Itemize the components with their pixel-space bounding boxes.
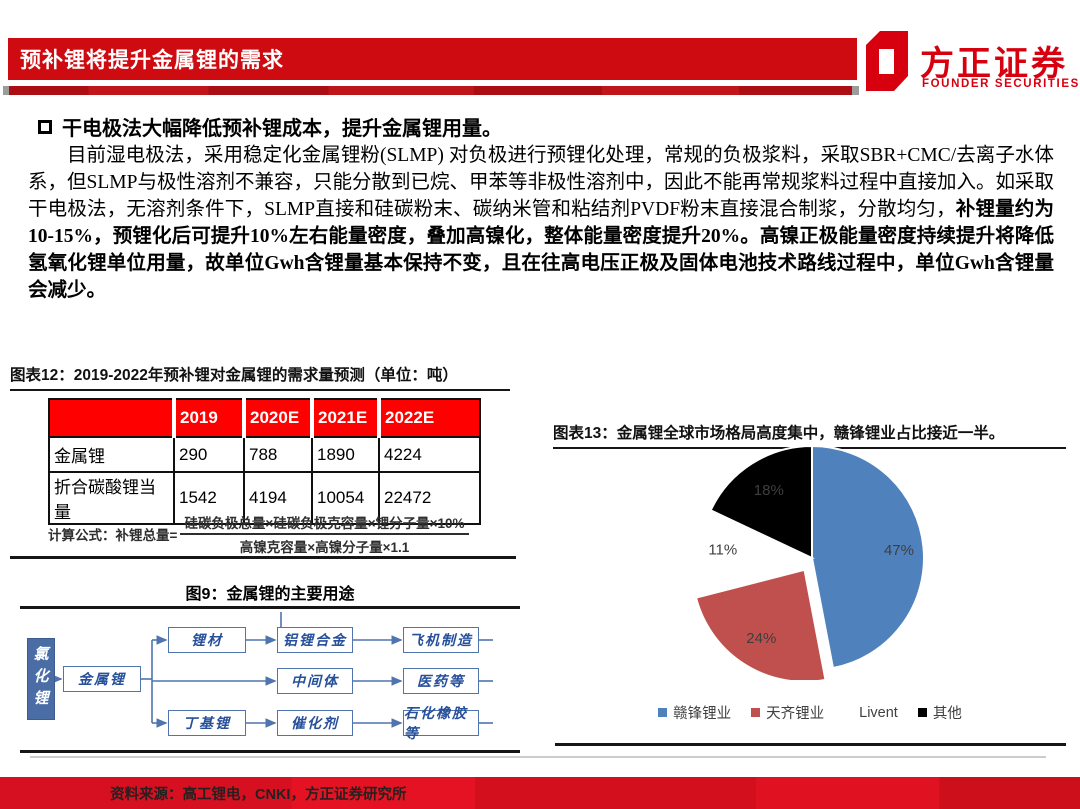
logo-cn-text: 方正证券 <box>920 45 1068 83</box>
row-label: 金属锂 <box>48 436 175 473</box>
paragraph-normal-text: 目前湿电极法，采用稳定化金属锂粉(SLMP) 对负极进行预锂化处理，常规的负极浆… <box>28 145 1054 220</box>
figure9-bottom-rule <box>20 750 520 753</box>
table-header-2019: 2019 <box>172 398 245 438</box>
formula-numerator: 硅碳负极总量×硅碳负极克容量×锂分子量×10% <box>180 512 469 535</box>
page-title: 预补锂将提升金属锂的需求 <box>20 49 284 72</box>
cell: 22472 <box>378 471 481 525</box>
table-header-2020e: 2020E <box>242 398 313 438</box>
pie-slice <box>709 444 813 560</box>
demand-forecast-table: 2019 2020E 2021E 2022E 金属锂 290 788 1890 … <box>48 398 481 525</box>
flow-node-catalyst: 催化剂 <box>277 710 353 736</box>
formula-fraction: 硅碳负极总量×硅碳负极克容量×锂分子量×10% 高镍克容量×高镍分子量×1.1 <box>180 512 469 556</box>
formula-label: 计算公式：补锂总量= <box>48 528 178 543</box>
pie-slice-label: 18% <box>754 482 784 499</box>
section-heading-text: 干电极法大幅降低预补锂成本，提升金属锂用量。 <box>62 118 502 140</box>
section-heading: 干电极法大幅降低预补锂成本，提升金属锂用量。 <box>38 112 1038 141</box>
cell: 1542 <box>173 471 245 525</box>
table-header-2021e: 2021E <box>310 398 380 438</box>
cell: 290 <box>173 436 245 473</box>
figure12-title: 图表12：2019-2022年预补锂对金属锂的需求量预测（单位：吨） <box>10 363 510 391</box>
legend-label: 其他 <box>932 706 962 722</box>
header-bar: 预补锂将提升金属锂的需求 <box>8 38 857 80</box>
formula-denominator: 高镍克容量×高镍分子量×1.1 <box>239 540 410 555</box>
flow-node-petrochem-rubber: 石化橡胶等 <box>403 705 479 741</box>
source-note: 资料来源：高工锂电，CNKI，方正证券研究所 <box>110 786 407 803</box>
paragraph-bold-text: 补锂量约为10-15%，预锂化后可提升10%左右能量密度，叠加高镍化，整体能量密… <box>28 199 1054 301</box>
legend-label: 赣锋锂业 <box>673 706 732 722</box>
table-header-2022e: 2022E <box>377 398 481 438</box>
body-paragraph: 目前湿电极法，采用稳定化金属锂粉(SLMP) 对负极进行预锂化处理，常规的负极浆… <box>28 142 1054 304</box>
legend-item: 其他 <box>917 702 962 723</box>
flow-node-butyllithium: 丁基锂 <box>168 710 246 736</box>
table-row: 折合碳酸锂当量 1542 4194 10054 22472 <box>48 471 481 525</box>
legend-swatch-icon <box>917 708 927 717</box>
legend-swatch-icon <box>658 708 668 717</box>
legend-item: 赣锋锂业 <box>658 702 731 723</box>
header-accent-strip <box>3 86 859 95</box>
flow-node-intermediate: 中间体 <box>277 668 353 694</box>
legend-swatch-icon <box>751 708 761 717</box>
pie-slice-label: 47% <box>884 542 914 559</box>
founder-logo-icon <box>866 31 908 91</box>
pie-slice-label: 11% <box>708 542 737 559</box>
flow-node-pharma: 医药等 <box>403 668 479 694</box>
square-bullet-icon <box>38 119 52 134</box>
flow-node-lithium-chloride: 氯化锂 <box>27 638 55 720</box>
logo-en-text: FOUNDER SECURITIES <box>922 78 1080 90</box>
pie-slice <box>699 508 815 588</box>
pie-legend: 赣锋锂业 天齐锂业 Livent 其他 <box>540 702 1080 723</box>
flow-node-lithium-material: 锂材 <box>168 627 246 653</box>
table-header-row: 2019 2020E 2021E 2022E <box>48 398 481 438</box>
pie-slice-label: 24% <box>746 630 776 647</box>
legend-item: 天齐锂业 <box>751 702 824 723</box>
lithium-uses-flowchart: 氯化锂 金属锂 锂材 铝锂合金 飞机制造 中间体 医药等 丁基锂 催化剂 石化橡… <box>15 612 520 752</box>
figure13-bottom-rule <box>555 743 1066 746</box>
footer-hairline <box>30 756 1046 758</box>
flow-node-aircraft: 飞机制造 <box>403 627 479 653</box>
legend-item: Livent <box>844 705 898 721</box>
cell: 4224 <box>378 436 481 473</box>
figure9-top-rule <box>20 606 520 609</box>
flow-node-metal-lithium: 金属锂 <box>63 666 141 692</box>
row-label: 折合碳酸锂当量 <box>48 471 175 525</box>
market-share-pie-chart: 47% 24% 11% 18% <box>694 444 925 680</box>
lithium-formula: 计算公式：补锂总量= 硅碳负极总量×硅碳负极克容量×锂分子量×10% 高镍克容量… <box>48 512 469 556</box>
table-row: 金属锂 290 788 1890 4224 <box>48 436 481 473</box>
figure9-title-text: 图9：金属锂的主要用途 <box>185 580 355 608</box>
flow-connectors <box>51 612 493 728</box>
legend-label: Livent <box>859 704 898 721</box>
legend-swatch-icon <box>844 708 854 717</box>
cell: 10054 <box>311 471 380 525</box>
table-header-blank <box>48 398 175 438</box>
pie-slice <box>811 444 925 670</box>
founder-securities-logo: 方正证券 FOUNDER SECURITIES <box>864 28 1078 96</box>
cell: 788 <box>243 436 313 473</box>
legend-label: 天齐锂业 <box>766 706 825 722</box>
pie-slice <box>694 568 827 680</box>
flow-node-al-li-alloy: 铝锂合金 <box>277 627 353 653</box>
cell: 1890 <box>311 436 380 473</box>
figure9-title: 图9：金属锂的主要用途 <box>0 580 540 608</box>
divider-rule <box>10 556 516 559</box>
footer-bar: 资料来源：高工锂电，CNKI，方正证券研究所 <box>0 777 1080 809</box>
cell: 4194 <box>243 471 313 525</box>
